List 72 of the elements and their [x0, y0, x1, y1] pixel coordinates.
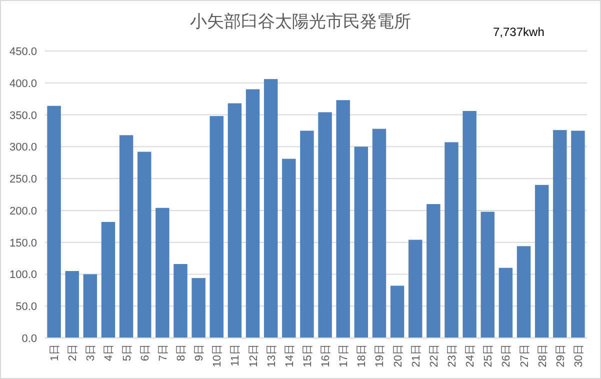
- bar: [462, 110, 476, 338]
- x-tick-label: 5日: [121, 344, 134, 362]
- x-tick-label: 22日: [428, 344, 440, 368]
- chart-title: 小矢部臼谷太陽光市民発電所: [190, 12, 411, 31]
- x-tick-label: 3日: [85, 344, 98, 362]
- x-tick-label: 7日: [157, 344, 170, 362]
- bar: [264, 79, 278, 338]
- y-tick-label: 100.0: [9, 269, 37, 282]
- x-tick-label: 21日: [410, 344, 422, 368]
- x-tick-label: 9日: [194, 344, 206, 362]
- bar: [390, 286, 404, 338]
- x-tick-label: 1日: [49, 344, 62, 362]
- bar: [354, 146, 368, 338]
- bar: [408, 240, 422, 338]
- bar: [553, 130, 567, 338]
- bar: [516, 246, 531, 338]
- bar: [210, 116, 224, 338]
- bar: [336, 100, 350, 338]
- x-tick-label: 2日: [67, 344, 80, 362]
- x-tick-label: 25日: [482, 344, 495, 368]
- y-tick-label: 400.0: [9, 78, 37, 90]
- y-tick-label: 350.0: [9, 110, 37, 122]
- bar: [282, 158, 296, 338]
- y-tick-label: 450.0: [9, 46, 37, 58]
- y-tick-label: 0.0: [22, 333, 37, 345]
- y-tick-label: 200.0: [9, 205, 37, 218]
- x-tick-label: 16日: [320, 344, 332, 368]
- x-tick-label: 8日: [176, 344, 188, 362]
- bar: [498, 268, 513, 338]
- bar: [47, 106, 61, 338]
- x-tick-label: 20日: [392, 344, 404, 368]
- x-tick-label: 24日: [464, 344, 477, 368]
- x-tick-label: 14日: [284, 344, 296, 368]
- x-tick-label: 12日: [248, 344, 260, 368]
- x-tick-label: 6日: [139, 344, 152, 362]
- bar: [246, 89, 260, 338]
- y-tick-label: 300.0: [9, 142, 37, 154]
- x-tick-label: 28日: [536, 344, 549, 368]
- bar: [83, 274, 98, 338]
- x-tick-label: 4日: [103, 344, 116, 362]
- x-tick-label: 19日: [374, 344, 386, 368]
- text: 7,737kwh: [493, 25, 544, 39]
- x-tick-label: 18日: [356, 344, 368, 368]
- bar: [138, 152, 152, 338]
- bar: [444, 142, 458, 338]
- bar: [228, 103, 242, 338]
- bar: [119, 135, 134, 338]
- bar: [372, 128, 386, 338]
- y-tick-label: 150.0: [9, 237, 37, 250]
- bar: [571, 130, 585, 338]
- bar: [174, 264, 188, 338]
- x-tick-label: 26日: [500, 344, 513, 368]
- bar: [318, 112, 332, 338]
- y-tick-label: 250.0: [9, 174, 37, 186]
- bar: [101, 222, 116, 338]
- x-tick-label: 11日: [230, 344, 242, 366]
- x-tick-label: 30日: [572, 344, 585, 368]
- bar: [426, 204, 440, 338]
- x-tick-label: 15日: [302, 344, 314, 368]
- bar: [65, 271, 79, 338]
- x-tick-label: 17日: [338, 344, 350, 368]
- x-tick-label: 10日: [212, 344, 224, 368]
- x-tick-label: 29日: [554, 344, 567, 368]
- bar: [192, 278, 206, 338]
- bar: [534, 184, 549, 338]
- y-tick-label: 50.0: [16, 301, 37, 314]
- x-tick-label: 27日: [518, 344, 531, 368]
- bar: [156, 208, 170, 338]
- x-tick-label: 13日: [266, 344, 278, 368]
- bar: [300, 130, 314, 338]
- bar: [480, 212, 494, 338]
- x-tick-label: 23日: [446, 344, 458, 368]
